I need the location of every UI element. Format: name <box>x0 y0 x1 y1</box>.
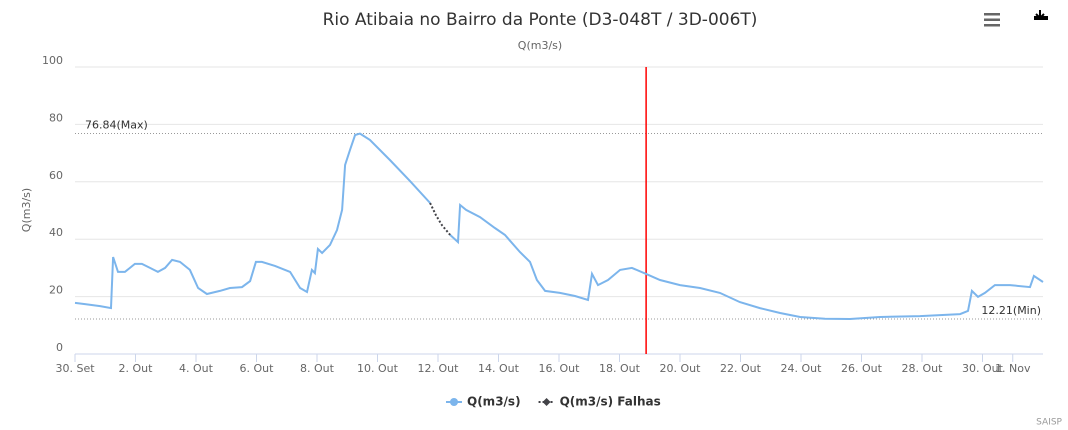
credits: SAISP <box>1036 418 1062 428</box>
x-tick-label: 8. Out <box>300 362 335 375</box>
y-tick-label: 40 <box>49 226 63 239</box>
chart-title: Rio Atibaia no Bairro da Ponte (D3-048T … <box>323 10 758 30</box>
plot-line-label: 12.21(Min) <box>981 304 1041 317</box>
x-tick-label: 20. Out <box>660 362 702 375</box>
legend-label: Q(m3/s) Falhas <box>560 395 661 409</box>
x-tick-label: 24. Out <box>781 362 823 375</box>
x-tick-label: 16. Out <box>539 362 581 375</box>
x-tick-label: 10. Out <box>357 362 399 375</box>
x-tick-label: 26. Out <box>841 362 883 375</box>
x-tick-label: 28. Out <box>902 362 944 375</box>
menu-button[interactable] <box>984 13 1000 27</box>
export-button[interactable] <box>1034 10 1048 20</box>
plot-line-label: 76.84(Max) <box>85 118 148 131</box>
x-tick-label: 30. Set <box>55 362 95 375</box>
x-tick-label: 18. Out <box>599 362 641 375</box>
legend-marker <box>542 398 551 406</box>
x-tick-label: 12. Out <box>418 362 460 375</box>
y-tick-label: 100 <box>42 54 63 67</box>
y-tick-label: 0 <box>56 341 63 354</box>
x-tick-label: 14. Out <box>478 362 520 375</box>
chart-subtitle: Q(m3/s) <box>518 39 562 52</box>
x-tick-label: 1. Nov <box>995 362 1031 375</box>
legend-label: Q(m3/s) <box>467 395 521 409</box>
x-tick-label: 2. Out <box>119 362 154 375</box>
y-tick-label: 80 <box>49 111 63 124</box>
y-tick-label: 20 <box>49 284 63 297</box>
y-axis-title: Q(m3/s) <box>20 188 33 232</box>
series-line <box>429 202 451 236</box>
x-tick-label: 6. Out <box>240 362 275 375</box>
y-tick-label: 60 <box>49 169 63 182</box>
x-tick-label: 4. Out <box>179 362 214 375</box>
legend-marker <box>450 398 458 406</box>
series-line <box>74 132 1044 321</box>
x-tick-label: 30. Out <box>962 362 1004 375</box>
x-tick-label: 22. Out <box>720 362 762 375</box>
